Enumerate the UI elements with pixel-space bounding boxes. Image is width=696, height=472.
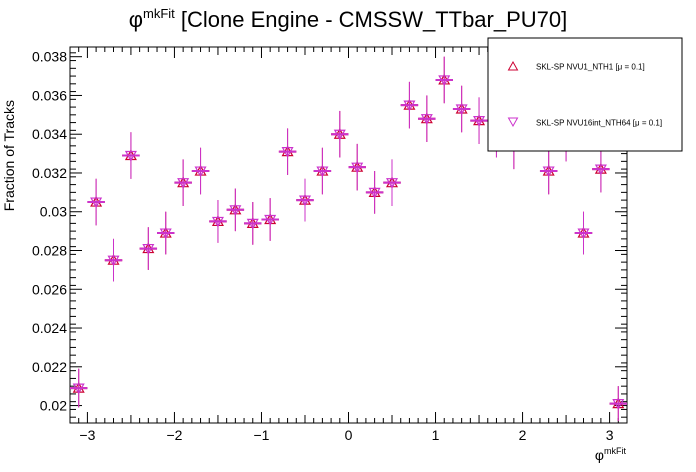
- marker-triangle-down: [438, 75, 451, 87]
- marker-triangle-down: [264, 214, 277, 226]
- marker-triangle-down: [594, 164, 607, 176]
- x-tick-label: 3: [606, 427, 614, 443]
- data-point-down: [435, 56, 453, 104]
- y-tick-label: 0.026: [32, 281, 67, 297]
- x-axis-title: φmkFit: [595, 446, 627, 463]
- marker-triangle-down: [542, 166, 555, 178]
- data-point-down: [313, 147, 332, 195]
- marker-triangle-down: [107, 255, 120, 267]
- x-tick-label: 2: [519, 427, 527, 443]
- chart-title-main: φ: [129, 7, 143, 32]
- marker-triangle-down: [420, 114, 433, 125]
- marker-triangle-down: [298, 195, 312, 207]
- marker-triangle-down: [246, 218, 259, 230]
- data-point-down: [452, 85, 471, 133]
- y-tick-label: 0.032: [32, 165, 67, 181]
- data-point-down: [296, 178, 314, 222]
- data-point-down: [104, 238, 123, 282]
- legend-marker-down-icon: [507, 117, 519, 128]
- x-tick-label: −3: [79, 427, 95, 443]
- chart-title-rest: [Clone Engine - CMSSW_TTbar_PU70]: [175, 7, 568, 32]
- data-point-down: [139, 227, 158, 270]
- data-point-down: [592, 145, 610, 193]
- y-tick-label: 0.034: [32, 126, 67, 142]
- y-tick-label: 0.02: [40, 398, 67, 414]
- x-axis-title-main: φ: [595, 447, 604, 463]
- data-point-down: [470, 97, 488, 144]
- marker-triangle-down: [473, 116, 486, 127]
- x-axis-title-sup: mkFit: [604, 446, 626, 456]
- marker-triangle-down: [72, 383, 85, 395]
- marker-triangle-down: [577, 228, 590, 240]
- x-tick-label: 1: [432, 427, 440, 443]
- marker-triangle-down: [229, 205, 242, 217]
- axis-ticks: −3 −2 −1 0 1 2 3 0.02 0.022 0.024 0.026 0.028 0.03 0.…: [32, 47, 628, 443]
- marker-triangle-down: [194, 166, 207, 178]
- data-point-down: [174, 159, 192, 206]
- data-point-down: [87, 178, 105, 226]
- marker-triangle-down: [316, 166, 329, 178]
- legend-label-2: SKL-SP NVU16int_NTH64 [μ = 0.1]: [536, 119, 662, 128]
- marker-triangle-down: [385, 178, 399, 189]
- x-tick-label: −1: [253, 427, 269, 443]
- data-point-down: [365, 171, 384, 214]
- chart-title-sup: mkFit: [143, 6, 175, 21]
- data-point-down: [70, 368, 88, 408]
- y-tick-label: 0.022: [32, 359, 67, 375]
- x-tick-label: 0: [345, 427, 353, 443]
- data-point-down: [157, 211, 175, 255]
- y-tick-label: 0.036: [32, 87, 67, 103]
- marker-triangle-down: [124, 150, 137, 162]
- y-tick-label: 0.028: [32, 243, 67, 259]
- legend-marker-up-icon: [507, 60, 519, 71]
- data-point-down: [209, 200, 227, 243]
- data-point-down: [539, 147, 558, 195]
- data-point-down: [418, 95, 436, 142]
- marker-triangle-down: [211, 216, 224, 228]
- data-point-down: [348, 143, 366, 191]
- marker-triangle-down: [90, 197, 103, 209]
- legend-label-1: SKL-SP NVU1_NTH1 [μ = 0.1]: [536, 63, 645, 72]
- marker-triangle-down: [612, 399, 625, 410]
- data-point-down: [609, 386, 627, 422]
- y-axis-title: Fraction of Tracks: [1, 100, 17, 211]
- data-point-down: [122, 132, 140, 179]
- y-tick-label: 0.03: [40, 204, 67, 220]
- marker-triangle-down: [368, 187, 381, 199]
- marker-triangle-down: [333, 129, 346, 141]
- data-point-down: [383, 159, 401, 206]
- data-point-down: [574, 211, 593, 255]
- data-point-down: [226, 188, 245, 232]
- marker-triangle-down: [281, 147, 294, 158]
- legend: SKL-SP NVU1_NTH1 [μ = 0.1] SKL-SP NVU16i…: [487, 37, 683, 152]
- data-point-down: [400, 81, 419, 129]
- y-tick-label: 0.024: [32, 320, 67, 336]
- x-tick-label: −2: [166, 427, 182, 443]
- marker-triangle-down: [177, 178, 190, 189]
- data-point-down: [244, 202, 262, 245]
- marker-triangle-down: [403, 100, 416, 112]
- marker-triangle-down: [351, 162, 364, 174]
- data-point-down: [278, 128, 297, 175]
- y-tick-label: 0.038: [32, 49, 67, 65]
- marker-triangle-down: [159, 228, 172, 240]
- data-point-down: [191, 147, 210, 195]
- chart-title: φmkFit [Clone Engine - CMSSW_TTbar_PU70]: [129, 6, 568, 32]
- legend-box: [487, 37, 683, 152]
- marker-triangle-down: [455, 104, 468, 116]
- data-point-down: [261, 198, 279, 241]
- marker-triangle-down: [142, 243, 155, 255]
- data-point-down: [331, 110, 349, 158]
